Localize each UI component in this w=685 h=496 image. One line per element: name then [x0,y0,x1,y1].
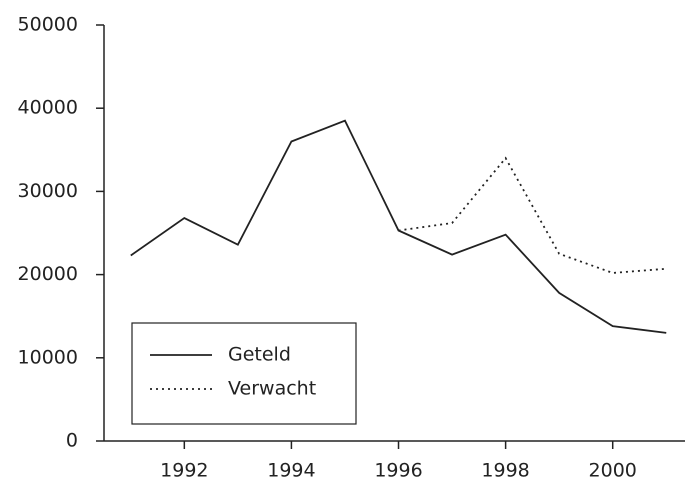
x-tick-label: 1996 [374,460,422,482]
x-tick-label: 1992 [160,460,208,482]
y-tick-label: 30000 [18,180,78,202]
y-tick-label: 20000 [18,263,78,285]
legend-box [131,322,357,425]
series-line [130,119,667,334]
x-tick-label: 2000 [589,460,637,482]
y-tick-label: 0 [66,430,78,452]
legend-label: Geteld [228,344,291,366]
x-tick-label: 1998 [481,460,529,482]
y-tick-label: 40000 [18,97,78,119]
y-tick-label: 50000 [18,14,78,36]
legend-label: Verwacht [228,378,316,400]
x-tick-label: 1994 [267,460,315,482]
y-tick-label: 10000 [18,346,78,368]
series-line [398,156,667,274]
